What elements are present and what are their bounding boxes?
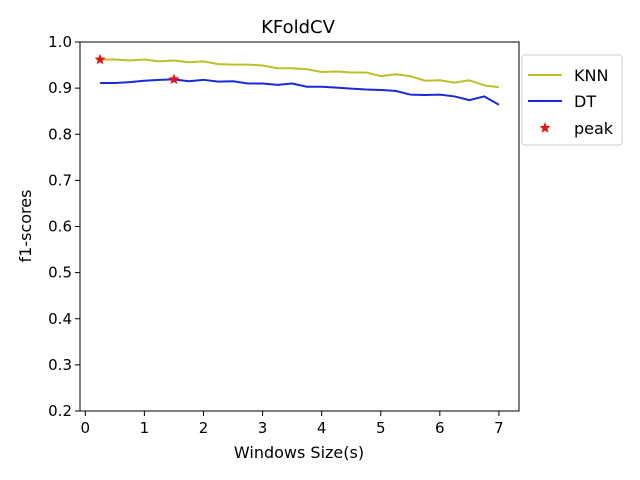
legend-peak-label: peak bbox=[574, 119, 614, 138]
peak-marker bbox=[168, 73, 180, 85]
y-tick-label: 0.5 bbox=[48, 264, 72, 282]
x-tick-label: 1 bbox=[140, 419, 150, 437]
legend-peak-star bbox=[539, 122, 551, 133]
x-tick-label: 4 bbox=[317, 419, 327, 437]
series-line-dt bbox=[100, 78, 500, 106]
y-tick-label: 0.2 bbox=[48, 402, 72, 420]
y-tick-label: 0.3 bbox=[48, 356, 72, 374]
legend-peak-swatch bbox=[539, 122, 551, 133]
axes-frame bbox=[79, 41, 520, 412]
x-tick-label: 0 bbox=[81, 419, 91, 437]
x-tick-label: 2 bbox=[199, 419, 209, 437]
y-tick-label: 0.8 bbox=[48, 125, 72, 143]
y-tick-label: 0.7 bbox=[48, 171, 72, 189]
y-tick-label: 1.0 bbox=[48, 33, 72, 51]
x-axis-label: Windows Size(s) bbox=[234, 443, 364, 462]
y-axis-ticks: 0.2 0.3 0.4 0.5 0.6 0.7 0.8 0.9 1.0 bbox=[48, 33, 80, 420]
legend-knn-label: KNN bbox=[574, 66, 608, 85]
y-axis-label: f1-scores bbox=[16, 190, 35, 263]
x-tick-label: 3 bbox=[258, 419, 268, 437]
series-line-knn bbox=[100, 58, 500, 89]
x-tick-label: 7 bbox=[494, 419, 504, 437]
chart-title: KFoldCV bbox=[261, 17, 336, 38]
peak-marker bbox=[94, 53, 106, 65]
y-tick-label: 0.9 bbox=[48, 79, 72, 97]
plot-area bbox=[94, 53, 500, 106]
legend-dt-label: DT bbox=[574, 92, 596, 111]
x-tick-label: 6 bbox=[435, 419, 445, 437]
y-tick-label: 0.6 bbox=[48, 218, 72, 236]
x-tick-label: 5 bbox=[376, 419, 386, 437]
legend-box bbox=[521, 54, 623, 146]
legend: KNN DT peak bbox=[521, 54, 623, 146]
x-axis-ticks: 0 1 2 3 4 5 6 7 bbox=[81, 411, 504, 437]
y-tick-label: 0.4 bbox=[48, 310, 72, 328]
